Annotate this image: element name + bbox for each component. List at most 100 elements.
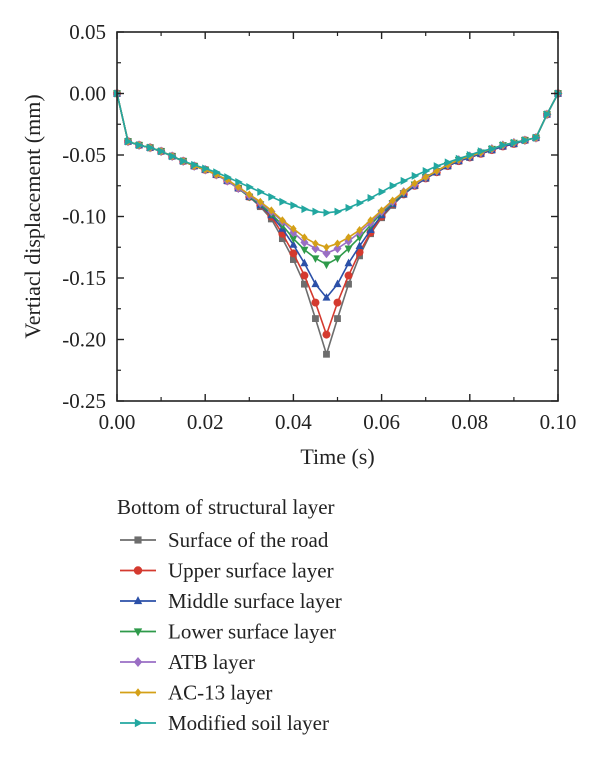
data-point bbox=[311, 255, 320, 263]
data-point bbox=[333, 243, 342, 254]
data-point bbox=[400, 176, 409, 185]
legend-item: Modified soil layer bbox=[120, 711, 329, 735]
data-point bbox=[246, 182, 254, 191]
y-tick-label: -0.20 bbox=[62, 328, 106, 352]
series-layer bbox=[113, 88, 563, 358]
data-point bbox=[136, 141, 144, 150]
data-point bbox=[333, 255, 342, 263]
legend-item: Surface of the road bbox=[120, 528, 329, 552]
data-point bbox=[323, 350, 330, 358]
data-point bbox=[378, 206, 385, 215]
data-point bbox=[499, 141, 508, 150]
y-tick-label: -0.25 bbox=[62, 389, 106, 413]
legend-label: AC-13 layer bbox=[168, 681, 272, 705]
data-point bbox=[133, 656, 143, 668]
data-point bbox=[301, 233, 308, 242]
data-point bbox=[301, 280, 308, 288]
data-point bbox=[278, 235, 286, 243]
data-point bbox=[333, 298, 342, 307]
data-point bbox=[300, 258, 309, 267]
x-tick-label: 0.08 bbox=[451, 410, 488, 434]
data-point bbox=[134, 536, 142, 544]
x-axis-title: Time (s) bbox=[300, 444, 374, 469]
series-line bbox=[116, 93, 559, 336]
data-point bbox=[290, 201, 298, 210]
data-point bbox=[191, 160, 199, 169]
data-point bbox=[133, 596, 143, 605]
data-point bbox=[322, 330, 331, 339]
y-tick-label: -0.10 bbox=[62, 205, 106, 229]
data-point bbox=[180, 157, 188, 166]
series-line bbox=[116, 93, 559, 356]
data-point bbox=[378, 187, 387, 196]
data-point bbox=[488, 144, 497, 153]
series-modified-soil-layer bbox=[114, 89, 563, 217]
x-tick-label: 0.00 bbox=[99, 410, 136, 434]
data-point bbox=[125, 137, 133, 146]
data-point bbox=[411, 171, 420, 180]
legend-item: Middle surface layer bbox=[120, 589, 342, 613]
data-point bbox=[290, 224, 297, 233]
data-point bbox=[510, 138, 519, 147]
data-point bbox=[367, 194, 376, 203]
legend-label: Middle surface layer bbox=[168, 589, 342, 613]
legend-item: Lower surface layer bbox=[120, 620, 336, 644]
y-tick-label: 0.05 bbox=[69, 20, 106, 44]
data-point bbox=[356, 226, 363, 235]
data-point bbox=[322, 248, 331, 259]
data-point bbox=[422, 166, 431, 175]
data-point bbox=[334, 315, 341, 322]
data-point bbox=[311, 279, 320, 288]
data-point bbox=[355, 234, 364, 243]
data-point bbox=[279, 197, 287, 206]
data-point bbox=[334, 239, 341, 248]
legend-label: Surface of the road bbox=[168, 528, 329, 552]
data-point bbox=[433, 162, 442, 171]
data-point bbox=[477, 147, 486, 156]
data-point bbox=[312, 207, 321, 216]
axes: 0.00 0.02 0.04 0.06 0.08 0.10 0.05 0.00 -0.05 -0.… bbox=[62, 20, 576, 434]
y-tick-label: -0.05 bbox=[62, 143, 106, 167]
data-point bbox=[344, 271, 353, 280]
data-point bbox=[213, 168, 221, 177]
data-point bbox=[158, 147, 166, 156]
data-point bbox=[169, 152, 177, 161]
series-atb-layer bbox=[113, 88, 562, 259]
data-point bbox=[345, 233, 352, 242]
data-point bbox=[355, 241, 364, 250]
data-point bbox=[300, 271, 309, 280]
x-tick-label: 0.10 bbox=[540, 410, 577, 434]
data-point bbox=[466, 151, 475, 159]
x-tick-label: 0.04 bbox=[275, 410, 312, 434]
data-point bbox=[134, 718, 143, 728]
data-point bbox=[356, 198, 365, 207]
data-point bbox=[311, 298, 320, 307]
series-upper-surface-layer bbox=[113, 89, 562, 339]
legend-label: Lower surface layer bbox=[168, 620, 336, 644]
legend-label: ATB layer bbox=[168, 650, 255, 674]
data-point bbox=[246, 190, 253, 199]
series-line bbox=[116, 93, 559, 299]
data-point bbox=[268, 192, 276, 201]
data-point bbox=[289, 240, 298, 248]
x-tick-label: 0.06 bbox=[363, 410, 400, 434]
data-point bbox=[257, 187, 265, 196]
x-tick-label: 0.02 bbox=[187, 410, 224, 434]
legend-label: Upper surface layer bbox=[168, 559, 334, 583]
data-point bbox=[532, 133, 541, 142]
data-point bbox=[344, 258, 353, 267]
data-point bbox=[202, 164, 210, 173]
legend-item: ATB layer bbox=[120, 650, 255, 674]
data-point bbox=[345, 280, 352, 288]
data-point bbox=[289, 249, 298, 258]
legend-title: Bottom of structural layer bbox=[117, 495, 335, 519]
data-point bbox=[521, 136, 530, 145]
data-point bbox=[322, 293, 331, 301]
data-point bbox=[257, 197, 264, 206]
data-point bbox=[290, 256, 297, 263]
legend-item: Upper surface layer bbox=[120, 559, 334, 583]
data-point bbox=[543, 110, 552, 119]
series-line bbox=[116, 93, 559, 249]
series-surface-of-the-road bbox=[113, 90, 562, 358]
